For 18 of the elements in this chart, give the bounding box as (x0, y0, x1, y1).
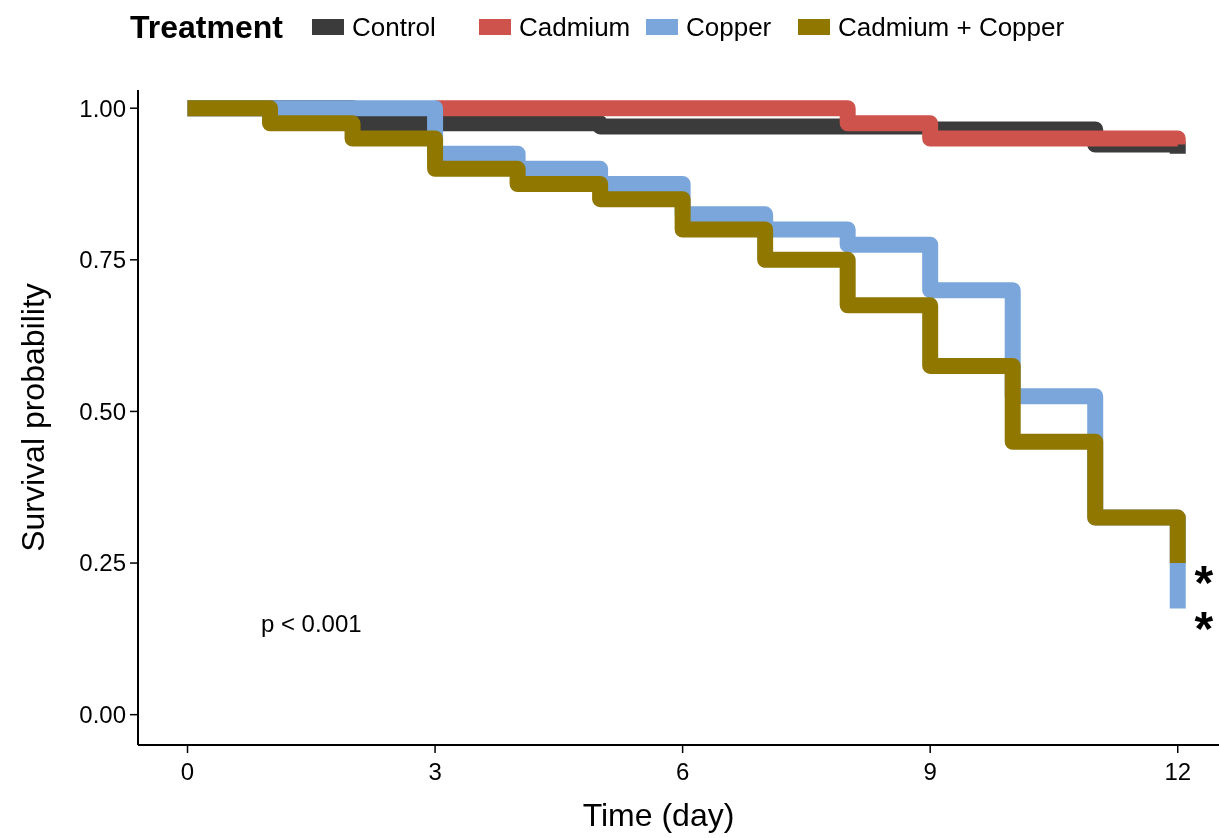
legend-label: Control (352, 12, 436, 43)
legend-title: Treatment (130, 9, 284, 46)
x-tick-label: 3 (428, 758, 442, 785)
legend-label: Cadmium + Copper (838, 12, 1065, 43)
x-tick-label: 12 (1164, 758, 1192, 785)
y-tick-label: 0.50 (79, 397, 126, 425)
x-axis-title: Time (day) (582, 797, 735, 833)
y-tick-label: 0.25 (79, 549, 126, 577)
x-tick-label: 9 (923, 758, 937, 785)
annotation: p < 0.001 (260, 610, 362, 638)
legend-label: Copper (686, 12, 772, 43)
x-tick-label: 6 (675, 758, 690, 785)
y-axis-title: Survival probability (15, 283, 51, 552)
y-tick-label: 1.00 (79, 94, 126, 122)
x-tick-label: 0 (180, 758, 195, 785)
y-tick-label: 0.00 (79, 701, 126, 729)
legend-label: Cadmium (519, 12, 631, 43)
y-tick-label: 0.75 (79, 246, 126, 274)
